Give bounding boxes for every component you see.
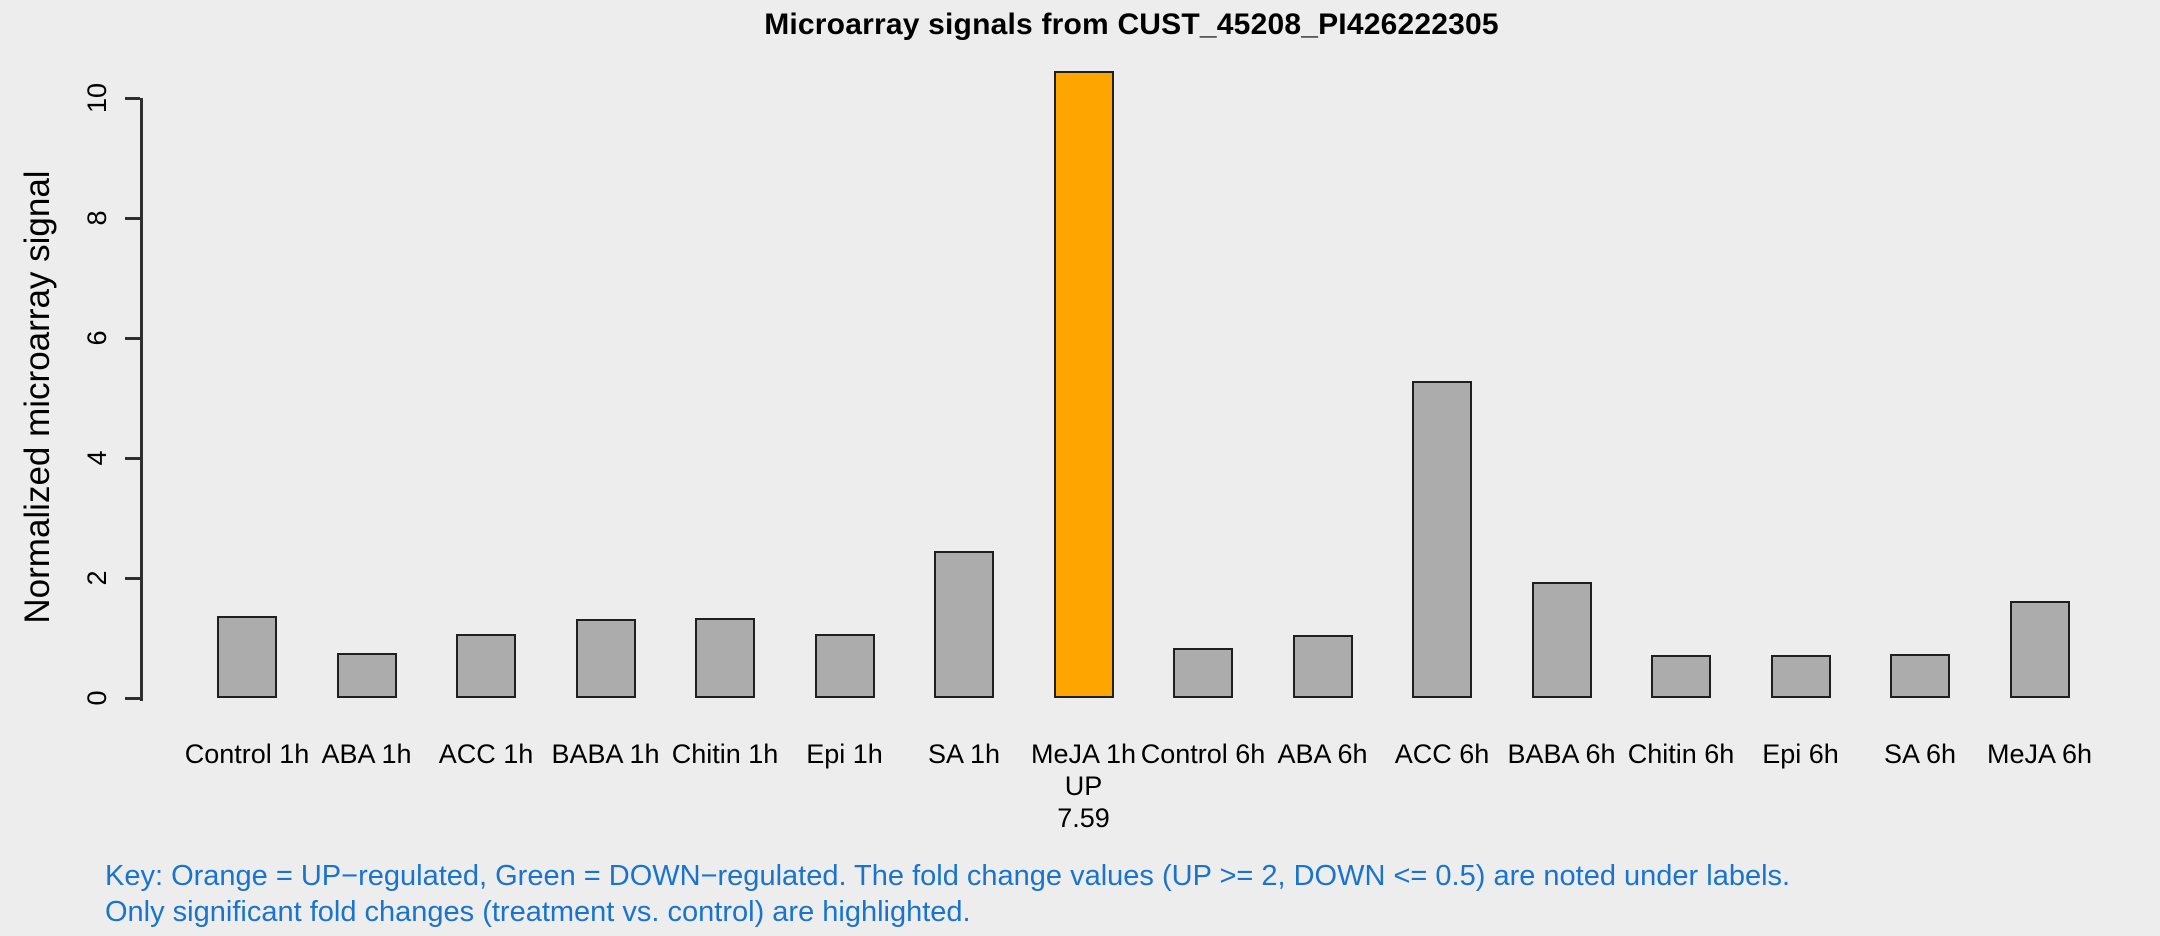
bar-aba-1h — [336, 653, 397, 698]
y-tick-label-4: 4 — [82, 450, 112, 466]
bar-meja-1h — [1053, 71, 1114, 698]
category-label-baba-6h: BABA 6h — [1507, 739, 1616, 769]
category-label-chitin-1h: Chitin 1h — [671, 739, 779, 769]
y-tick-10 — [125, 97, 140, 100]
y-tick-6 — [125, 337, 140, 340]
key-note: Key: Orange = UP−regulated, Green = DOWN… — [105, 858, 1790, 930]
category-label-epi-6h: Epi 6h — [1762, 739, 1839, 769]
bar-sa-6h — [1890, 654, 1950, 698]
y-tick-label-0: 0 — [82, 690, 112, 706]
category-label-chitin-6h: Chitin 6h — [1627, 739, 1735, 769]
key-line-1: Key: Orange = UP−regulated, Green = DOWN… — [105, 860, 1791, 892]
bar-control-1h — [217, 615, 277, 698]
bar-baba-6h — [1531, 582, 1592, 698]
key-line-2: Only significant fold changes (treatment… — [105, 896, 971, 928]
category-label-control-1h: Control 1h — [184, 739, 310, 769]
bar-epi-6h — [1770, 654, 1831, 698]
category-label-acc-6h: ACC 6h — [1394, 739, 1490, 769]
category-label-aba-1h: ABA 1h — [321, 739, 412, 769]
bar-acc-6h — [1412, 381, 1472, 698]
y-axis-line — [140, 98, 143, 701]
category-label-sa-1h: SA 1h — [927, 739, 1001, 769]
bar-meja-6h — [2009, 601, 2070, 698]
category-label-meja-6h: MeJA 6h — [1986, 739, 2093, 769]
bar-epi-1h — [814, 634, 875, 698]
category-label-meja-1h: MeJA 1h — [1030, 739, 1137, 769]
bar-control-6h — [1173, 648, 1233, 698]
y-tick-8 — [125, 217, 140, 220]
bar-chitin-1h — [695, 617, 755, 698]
annotation-fold-change-meja-1h: 7.59 — [1057, 803, 1110, 833]
y-tick-label-10: 10 — [82, 82, 112, 114]
y-tick-label-6: 6 — [82, 330, 112, 346]
annotation-direction-meja-1h: UP — [1064, 771, 1103, 801]
bar-aba-6h — [1292, 635, 1353, 698]
bar-acc-1h — [456, 633, 516, 698]
category-label-baba-1h: BABA 1h — [551, 739, 660, 769]
y-axis-label: Normalized microarray signal — [18, 170, 57, 624]
y-tick-0 — [125, 697, 140, 700]
category-label-sa-6h: SA 6h — [1883, 739, 1957, 769]
category-label-control-6h: Control 6h — [1140, 739, 1266, 769]
chart-title: Microarray signals from CUST_45208_PI426… — [764, 8, 1499, 41]
bar-sa-1h — [934, 551, 994, 698]
bar-chitin-6h — [1651, 654, 1711, 698]
bar-baba-1h — [575, 619, 636, 698]
y-tick-4 — [125, 457, 140, 460]
y-tick-2 — [125, 577, 140, 580]
category-label-acc-1h: ACC 1h — [438, 739, 534, 769]
category-label-epi-1h: Epi 1h — [806, 739, 883, 769]
category-label-aba-6h: ABA 6h — [1277, 739, 1368, 769]
y-tick-label-2: 2 — [82, 570, 112, 586]
y-tick-label-8: 8 — [82, 210, 112, 226]
